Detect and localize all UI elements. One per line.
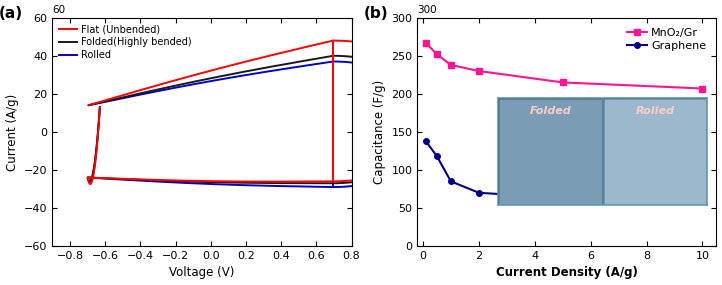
MnO₂/Gr: [698, 87, 707, 90]
Graphene: [446, 180, 455, 183]
Legend: MnO₂/Gr, Graphene: MnO₂/Gr, Graphene: [622, 23, 711, 56]
Graphene: [698, 199, 707, 202]
Graphene: [422, 139, 430, 143]
Legend: Flat (Unbended), Folded(Highly bended), Rolled: Flat (Unbended), Folded(Highly bended), …: [57, 23, 193, 62]
X-axis label: Voltage (V): Voltage (V): [170, 266, 235, 280]
Text: 300: 300: [417, 5, 437, 15]
Line: Graphene: Graphene: [423, 138, 705, 203]
MnO₂/Gr: [432, 52, 441, 56]
Text: 60: 60: [53, 5, 66, 15]
MnO₂/Gr: [558, 81, 567, 84]
MnO₂/Gr: [422, 41, 430, 44]
Y-axis label: Capacitance (F/g): Capacitance (F/g): [373, 80, 386, 184]
Text: (a): (a): [0, 6, 23, 21]
Graphene: [558, 196, 567, 200]
X-axis label: Current Density (A/g): Current Density (A/g): [496, 266, 638, 280]
Line: MnO₂/Gr: MnO₂/Gr: [422, 39, 706, 92]
Text: (b): (b): [363, 6, 388, 21]
MnO₂/Gr: [474, 69, 483, 73]
MnO₂/Gr: [446, 63, 455, 67]
Y-axis label: Current (A/g): Current (A/g): [6, 93, 19, 170]
Graphene: [432, 154, 441, 158]
Graphene: [474, 191, 483, 194]
